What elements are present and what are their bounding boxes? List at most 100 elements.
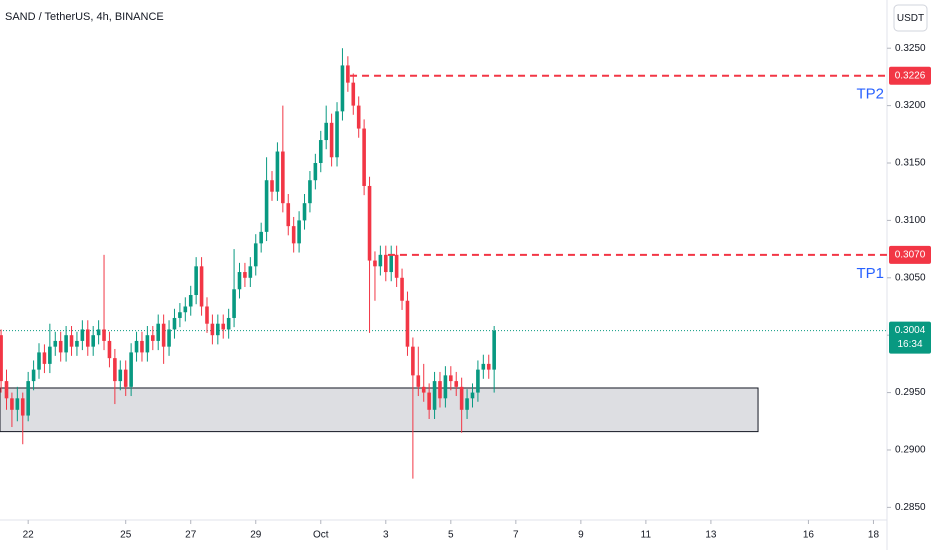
candle-body [58, 340, 63, 353]
candle-body [335, 111, 339, 158]
candle-body [248, 266, 253, 278]
candle-body [362, 128, 366, 186]
candle-body [26, 381, 30, 416]
x-tick-label: Oct [313, 530, 329, 541]
candle-body [167, 329, 171, 347]
candle-body [156, 323, 161, 341]
candle-body [411, 346, 415, 376]
target-price-box [889, 245, 931, 264]
x-tick-label: 18 [868, 530, 880, 541]
candle-body [75, 340, 79, 347]
candle-body [459, 386, 464, 410]
candle-body [373, 260, 377, 267]
candle-body [394, 254, 399, 278]
candle-body [313, 163, 318, 181]
candle-body [96, 329, 101, 336]
currency-label: USDT [897, 13, 924, 24]
candle-body [172, 317, 177, 330]
currency-button[interactable] [893, 4, 928, 32]
candle-body [367, 185, 372, 261]
y-tick-label: 0.2850 [895, 502, 926, 513]
candle-body [389, 254, 394, 273]
candle-body [15, 398, 20, 410]
candle-body [427, 392, 431, 410]
y-tick-label: 0.3050 [895, 272, 926, 283]
candle-body [226, 317, 231, 330]
candle-body [161, 323, 166, 347]
candle-body [481, 363, 486, 370]
candle-body [351, 82, 356, 106]
candle-body [378, 254, 383, 267]
candle-body [476, 369, 480, 393]
candle-body [4, 381, 9, 399]
candle-body [281, 151, 285, 204]
target-name: TP1 [856, 265, 884, 282]
candle-body [91, 335, 95, 347]
candle-body [405, 300, 410, 347]
candle-body [443, 375, 448, 399]
candle-body [253, 243, 258, 267]
candle-body [129, 352, 133, 387]
countdown-label: 16:34 [897, 339, 922, 350]
candle-body [486, 363, 491, 370]
x-tick-label: 9 [578, 530, 584, 541]
candle-body [259, 231, 263, 244]
x-tick-label: 27 [185, 530, 197, 541]
target-price-label: 0.3226 [895, 70, 926, 81]
candle-body [308, 180, 312, 204]
candle-body [286, 203, 291, 227]
candle-body [454, 381, 459, 387]
candle-body [53, 340, 58, 347]
last-price-box [889, 321, 931, 354]
candle-body [400, 277, 404, 301]
candle-body [85, 329, 90, 347]
candle-body [20, 398, 25, 416]
candle-body [221, 323, 226, 330]
candle-body [178, 312, 182, 318]
candle-body [42, 352, 47, 364]
candle-body [340, 65, 345, 112]
candle-body [216, 323, 220, 336]
candle-body [232, 289, 236, 318]
chart-title: SAND / TetherUS, 4h, BINANCE [5, 11, 164, 23]
candle-body [297, 220, 301, 244]
candle-body [10, 398, 14, 410]
y-tick-label: 0.3150 [895, 158, 926, 169]
candle-body [145, 335, 150, 353]
x-tick-label: 5 [448, 530, 454, 541]
x-tick-label: 25 [120, 530, 132, 541]
candle-body [205, 306, 209, 324]
y-tick-label: 0.3250 [895, 43, 926, 54]
candle-body [37, 352, 41, 370]
support-zone [0, 387, 759, 433]
candle-body [416, 375, 421, 387]
candle-body [324, 122, 328, 141]
candle-body [449, 375, 453, 382]
candle-body [140, 340, 144, 353]
y-tick-label: 0.3200 [895, 100, 926, 111]
candle-body [329, 122, 334, 158]
y-tick-label: 0.2950 [895, 387, 926, 398]
candle-body [64, 335, 68, 353]
y-tick-label: 0.3100 [895, 215, 926, 226]
candle-body [118, 369, 123, 382]
x-tick-label: 22 [23, 530, 35, 541]
candle-body [346, 65, 350, 83]
candle-body [134, 340, 139, 353]
target-price-label: 0.3070 [895, 249, 926, 260]
target-name: TP2 [856, 86, 884, 103]
candle-body [291, 226, 296, 244]
candle-body [102, 329, 106, 341]
candle-body [113, 358, 117, 382]
candle-body [492, 330, 496, 370]
candle-body [194, 266, 198, 296]
x-tick-label: 13 [705, 530, 717, 541]
candle-body [0, 335, 3, 382]
candle-body [107, 340, 112, 359]
candle-body [183, 306, 188, 313]
candle-body [80, 329, 85, 341]
target-price-box [889, 66, 931, 85]
candle-body [48, 346, 52, 364]
